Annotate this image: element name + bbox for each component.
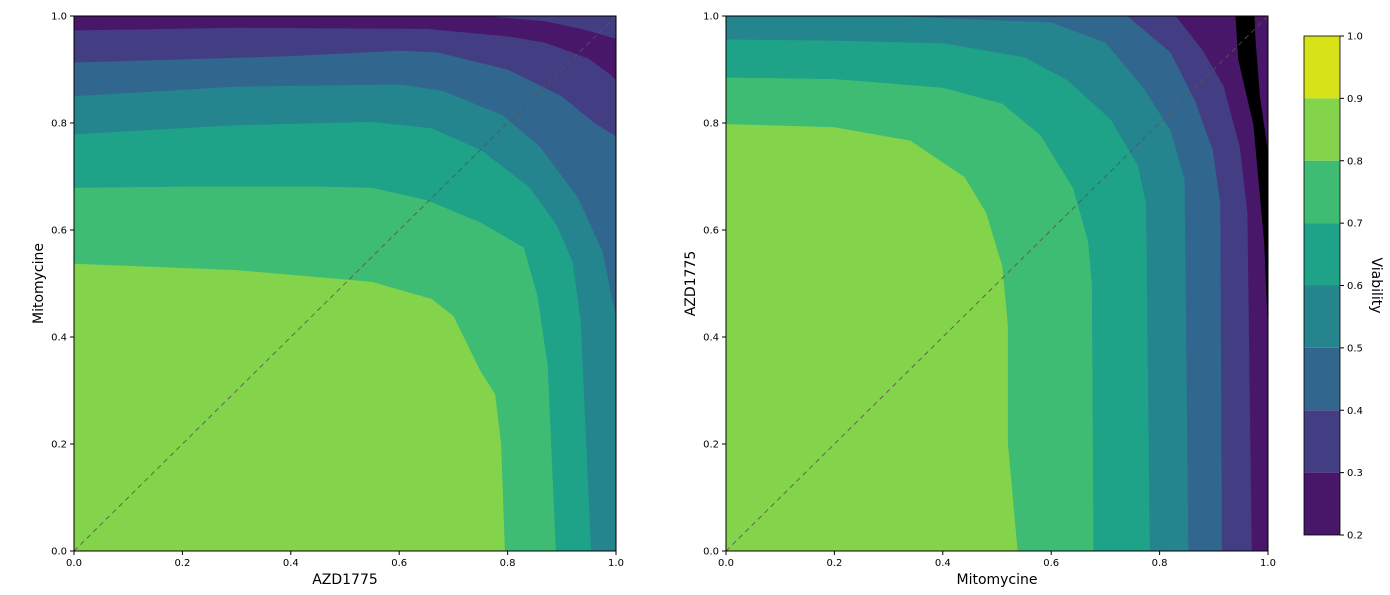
x-tick-label: 1.0 <box>608 558 624 569</box>
y-tick-label: 0.2 <box>51 440 67 451</box>
colorbar-tick-label: 0.3 <box>1347 468 1363 479</box>
y-tick-label: 0.0 <box>703 547 719 558</box>
x-tick-label: 0.4 <box>935 558 951 569</box>
y-tick-label: 0.8 <box>51 119 67 130</box>
x-tick-label: 0.8 <box>500 558 516 569</box>
viability-colorbar: 1.0 0.9 0.8 0.7 0.6 0.5 0.4 0.3 0.2 Viability <box>1303 32 1384 542</box>
x-axis-label: AZD1775 <box>312 572 378 588</box>
colorbar-band <box>1304 98 1340 161</box>
x-tick-label: 0.0 <box>718 558 734 569</box>
colorbar-tick-label: 0.9 <box>1347 94 1363 105</box>
colorbar-band <box>1304 223 1340 286</box>
colorbar-tick-label: 0.4 <box>1347 406 1363 417</box>
colorbar-tick-label: 0.8 <box>1347 156 1363 167</box>
colorbar-tick-label: 0.6 <box>1347 281 1363 292</box>
x-tick-label: 0.8 <box>1152 558 1168 569</box>
y-tick-label: 1.0 <box>703 12 719 23</box>
x-tick-label: 0.4 <box>283 558 299 569</box>
x-tick-label: 0.2 <box>174 558 190 569</box>
colorbar-band <box>1304 410 1340 473</box>
y-tick-label: 0.4 <box>703 333 719 344</box>
x-tick-label: 0.6 <box>391 558 407 569</box>
colorbar-band <box>1304 472 1340 535</box>
colorbar-tick-label: 0.5 <box>1347 343 1363 354</box>
y-tick-label: 0.6 <box>703 226 719 237</box>
colorbar-band <box>1304 36 1340 99</box>
contour-fills <box>74 16 616 551</box>
x-tick-label: 0.2 <box>826 558 842 569</box>
colorbar-tick-label: 1.0 <box>1347 32 1363 43</box>
x-axis-label: Mitomycine <box>956 572 1037 588</box>
diagonal-reference-line <box>73 15 617 552</box>
y-axis-label: AZD1775 <box>683 251 699 317</box>
x-tick-label: 0.6 <box>1043 558 1059 569</box>
colorbar-tick-label: 0.7 <box>1347 219 1363 230</box>
colorbar-tick-label: 0.2 <box>1347 531 1363 542</box>
axes-frame <box>73 15 617 552</box>
right-contour-plot: 0.0 0.2 0.4 0.6 0.8 1.0 0.0 0.2 0.4 0.6 0.8 1.0 Mito… <box>683 12 1276 589</box>
x-tick-label: 0.0 <box>66 558 82 569</box>
colorbar-band <box>1304 285 1340 348</box>
diagonal-reference-line <box>725 15 1269 552</box>
y-tick-label: 0.8 <box>703 119 719 130</box>
colorbar-label: Viability <box>1368 257 1384 313</box>
x-tick-label: 1.0 <box>1260 558 1276 569</box>
colorbar-band <box>1304 160 1340 224</box>
y-tick-label: 1.0 <box>51 12 67 23</box>
axes-frame <box>725 15 1269 552</box>
contour-band-0-9 <box>726 124 1018 551</box>
contour-band-0-9 <box>74 263 505 551</box>
y-tick-label: 0.4 <box>51 333 67 344</box>
colorbar-band <box>1304 347 1340 411</box>
y-tick-label: 0.0 <box>51 547 67 558</box>
y-axis-label: Mitomycine <box>31 243 47 324</box>
left-contour-plot: 0.0 0.2 0.4 0.6 0.8 1.0 0.0 0.2 0.4 0.6 0.8 1.0 AZD1… <box>31 12 624 589</box>
y-tick-label: 0.6 <box>51 226 67 237</box>
y-tick-label: 0.2 <box>703 440 719 451</box>
